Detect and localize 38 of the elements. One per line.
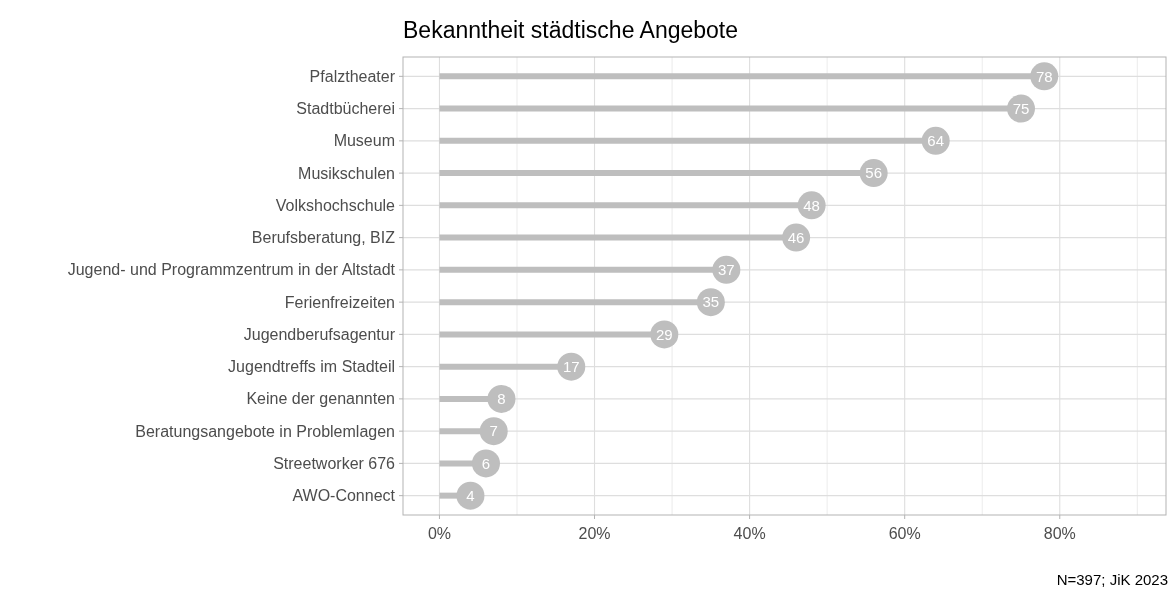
y-tick-label: Keine der genannten [246,390,395,408]
data-label: 35 [702,293,720,311]
data-label: 4 [466,486,475,504]
y-tick-label: Beratungsangebote in Problemlagen [135,422,395,440]
x-tick-label: 0% [427,525,452,542]
data-label: 8 [497,390,506,408]
data-label: 46 [787,228,805,246]
x-tick-label: 40% [733,525,766,542]
y-tick-label: Musikschulen [298,164,395,182]
y-tick-label: Stadtbücherei [296,100,395,118]
y-tick-label: Jugendtreffs im Stadteil [228,358,395,376]
data-label: 6 [481,454,491,472]
data-label: 7 [489,422,498,440]
y-tick-label: Pfalztheater [309,67,396,85]
x-tick-label: 60% [888,525,921,542]
point [471,449,500,478]
data-label: 29 [655,325,673,343]
y-tick-label: Ferienfreizeiten [284,293,395,311]
data-label: 64 [927,132,945,150]
data-label: 17 [562,357,580,375]
y-tick-label: Jugend- und Programmzentrum in der Altstadt [67,261,396,279]
y-tick-label: Volkshochschule [275,196,396,214]
point [487,384,516,413]
data-label: 78 [1035,67,1053,85]
x-tick-label: 20% [578,525,611,542]
x-tick-label: 80% [1043,525,1076,542]
text: N=397; JiK 2023 [1056,571,1168,588]
y-tick-label: Museum [333,132,395,150]
y-tick-label: Jugendberufsagentur [243,325,396,343]
y-tick-label: Berufsberatung, BIZ [251,229,396,247]
data-label: 75 [1012,99,1030,117]
data-label: 37 [718,261,735,279]
data-label: 48 [803,196,820,214]
point [479,417,508,446]
chart-title: Bekanntheit städtische Angebote [403,17,739,43]
y-tick-label: AWO-Connect [292,487,396,505]
y-tick-label: Streetworker 676 [273,454,396,472]
data-label: 56 [865,164,883,182]
